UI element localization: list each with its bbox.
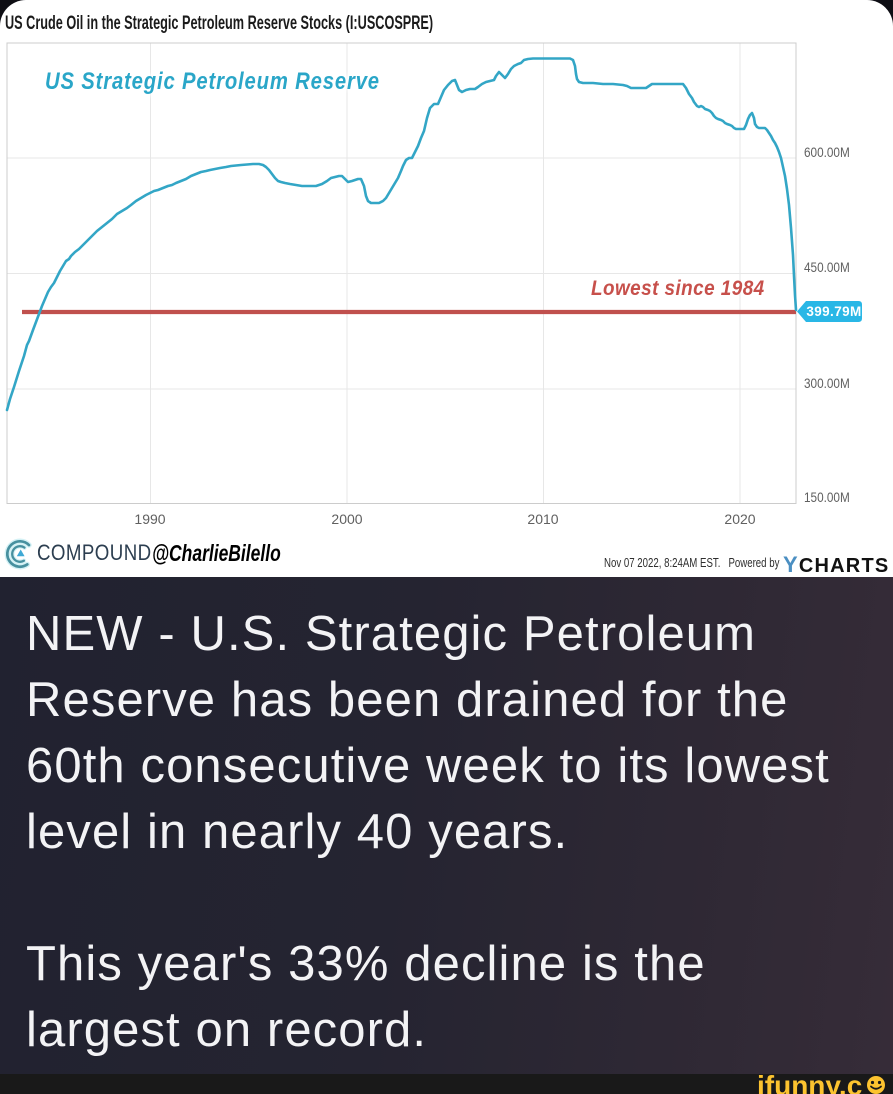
svg-text:399.79M: 399.79M <box>806 304 861 319</box>
